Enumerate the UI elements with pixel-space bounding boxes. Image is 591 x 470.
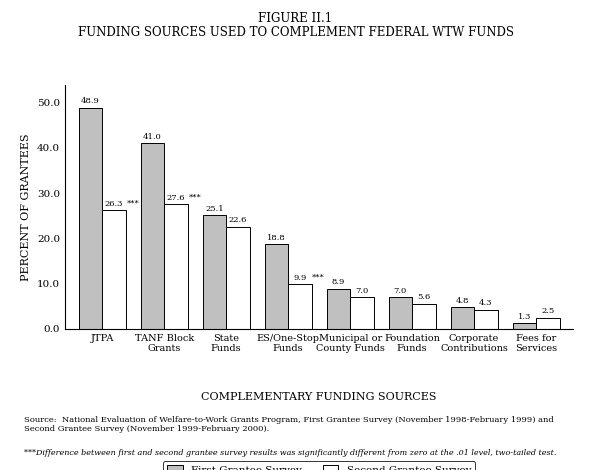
Text: 8.9: 8.9 [332,278,345,286]
Bar [536,318,560,329]
Bar [265,244,288,329]
Text: 18.8: 18.8 [267,234,285,242]
Text: FIGURE II.1: FIGURE II.1 [258,12,333,25]
Bar [512,323,536,329]
Bar [164,204,188,329]
Bar [203,215,226,329]
Text: FUNDING SOURCES USED TO COMPLEMENT FEDERAL WTW FUNDS: FUNDING SOURCES USED TO COMPLEMENT FEDER… [77,26,514,39]
Legend: First Grantee Survey, Second Grantee Survey: First Grantee Survey, Second Grantee Sur… [163,461,475,470]
Bar [350,298,374,329]
Text: 41.0: 41.0 [143,133,162,141]
Bar [474,310,498,329]
Text: 2.5: 2.5 [541,307,554,315]
Text: 27.6: 27.6 [167,194,185,202]
Bar [226,227,250,329]
Bar [327,289,350,329]
Y-axis label: PERCENT OF GRANTEES: PERCENT OF GRANTEES [21,133,31,281]
Text: ***: *** [189,193,201,201]
Bar [102,210,126,329]
Text: 25.1: 25.1 [205,205,224,213]
X-axis label: COMPLEMENTARY FUNDING SOURCES: COMPLEMENTARY FUNDING SOURCES [202,392,437,402]
Text: 7.0: 7.0 [355,287,369,295]
Text: ***Difference between first and second grantee survey results was significantly : ***Difference between first and second g… [24,449,556,457]
Bar [388,298,412,329]
Bar [141,143,164,329]
Text: 4.3: 4.3 [479,299,493,307]
Text: 22.6: 22.6 [229,217,247,225]
Bar [288,284,311,329]
Text: 4.8: 4.8 [456,297,469,305]
Bar [79,108,102,329]
Text: 48.9: 48.9 [81,97,100,105]
Text: ***: *** [312,274,325,282]
Text: 26.3: 26.3 [105,200,124,208]
Bar [412,304,436,329]
Text: 9.9: 9.9 [293,274,307,282]
Text: 7.0: 7.0 [394,287,407,295]
Bar [450,307,474,329]
Text: ***: *** [126,199,139,207]
Text: Source:  National Evaluation of Welfare-to-Work Grants Program, First Grantee Su: Source: National Evaluation of Welfare-t… [24,416,553,433]
Text: 1.3: 1.3 [518,313,531,321]
Text: 5.6: 5.6 [417,293,430,301]
